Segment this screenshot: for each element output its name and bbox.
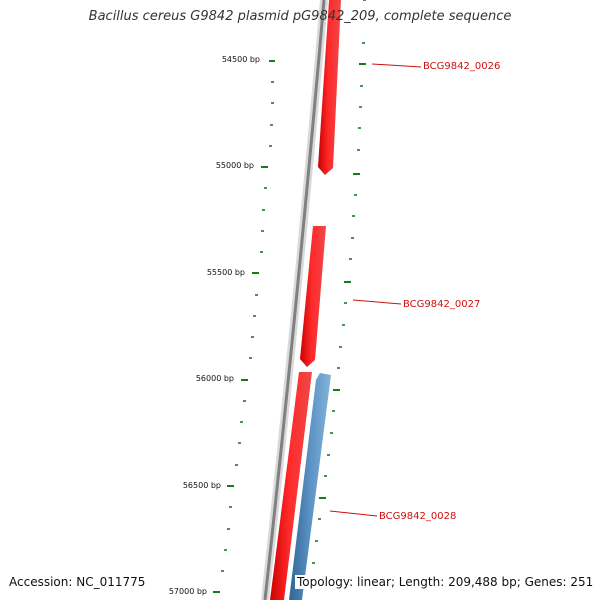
ruler-labels: 54500 bp 55000 bp 55500 bp 56000 bp 5650… (169, 55, 260, 596)
topology-label: Topology: (297, 575, 354, 589)
ruler-label: 56000 bp (196, 374, 234, 383)
gene-features (270, 0, 352, 600)
label-leader (352, 299, 402, 305)
label-leader (371, 63, 422, 68)
length-label: Length: (398, 575, 445, 589)
gene-arrow-bcg9842-0027[interactable] (300, 226, 326, 367)
gene-arrow-highlight (341, 32, 352, 72)
map-title: Bacillus cereus G9842 plasmid pG9842_209… (88, 9, 512, 24)
inner-ruler (213, 60, 275, 593)
length-value: 209,488 bp (448, 575, 517, 589)
ruler-label: 54500 bp (222, 55, 260, 64)
topology-value: linear (356, 575, 391, 589)
ruler-label: 55000 bp (216, 161, 254, 170)
accession-info: Accession: NC_011775 (7, 575, 148, 589)
gene-labels: BCG9842_0026 BCG9842_0027 BCG9842_0028 (379, 61, 500, 522)
gene-arrow-bcg9842-0028[interactable] (289, 373, 331, 600)
genes-label: Genes: (524, 575, 567, 589)
outer-ruler (312, 0, 366, 564)
accession-value: NC_011775 (76, 575, 146, 589)
gene-label[interactable]: BCG9842_0026 (423, 61, 500, 72)
genes-count: 251 (570, 575, 594, 589)
gene-arrow-downstream[interactable] (270, 372, 312, 600)
ruler-label: 56500 bp (183, 481, 221, 490)
label-leader (329, 510, 378, 517)
sequence-summary: Topology: linear; Length: 209,488 bp; Ge… (295, 575, 596, 589)
ruler-label: 55500 bp (207, 268, 245, 277)
gene-label[interactable]: BCG9842_0027 (403, 299, 480, 310)
ruler-label: 57000 bp (169, 587, 207, 596)
accession-label: Accession: (9, 575, 73, 589)
gene-arrow-bcg9842-0026[interactable] (318, 0, 341, 175)
sequence-backbone (263, 0, 326, 600)
gene-label[interactable]: BCG9842_0028 (379, 511, 456, 522)
